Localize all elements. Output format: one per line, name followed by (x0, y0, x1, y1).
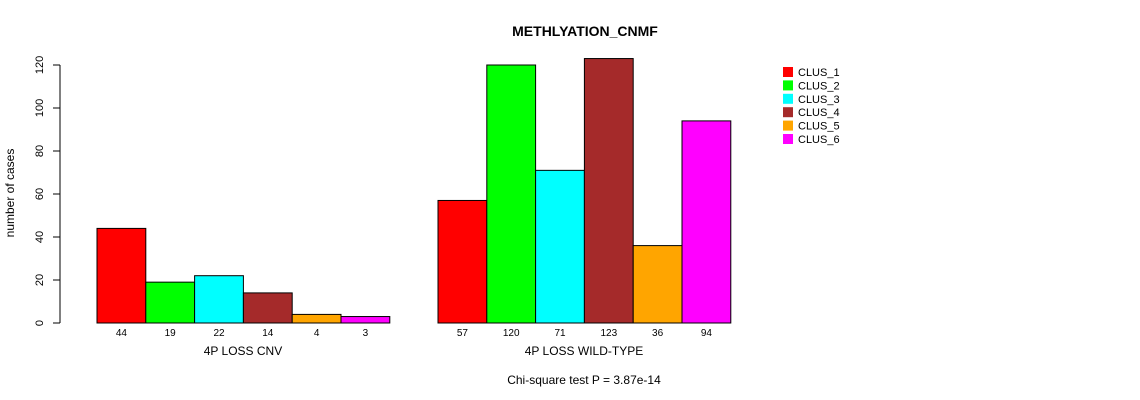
bar-clus-2 (145, 281, 196, 324)
bar-clus-2 (486, 64, 537, 324)
legend-swatch (783, 120, 793, 131)
bar-value-label: 94 (701, 328, 713, 339)
bar-value-label: 14 (262, 328, 274, 339)
y-tick-label: 120 (34, 56, 46, 74)
legend-swatch (783, 67, 793, 77)
bar-value-label: 3 (363, 328, 369, 339)
bar-value-label: 120 (503, 328, 520, 339)
bar-value-label: 44 (116, 328, 128, 339)
y-tick-label: 40 (34, 231, 46, 243)
legend-label: CLUS_6 (798, 134, 840, 146)
bar-value-label: 22 (213, 328, 225, 339)
bar-value-label: 57 (457, 328, 469, 339)
bar-clus-1 (96, 227, 147, 324)
legend-label: CLUS_2 (798, 80, 840, 92)
bars (96, 58, 732, 324)
legend-label: CLUS_4 (798, 107, 840, 119)
chart-title: METHLYATION_CNMF (512, 23, 658, 39)
chi-square-footer: Chi-square test P = 3.87e-14 (507, 373, 661, 387)
bar-clus-4 (583, 58, 634, 324)
group-label-cnv: 4P LOSS CNV (204, 344, 282, 358)
legend-label: CLUS_3 (798, 94, 840, 106)
y-axis: 0 20 40 60 80 100 120 (34, 56, 61, 326)
bar-clus-3 (535, 169, 585, 324)
bar-clus-4 (242, 292, 293, 324)
y-tick-label: 80 (34, 145, 46, 157)
legend-label: CLUS_5 (798, 121, 840, 133)
bar-clus-5 (291, 313, 342, 324)
bar-clus-1 (437, 199, 488, 324)
bar-clus-6 (681, 120, 732, 324)
bar-clus-6 (340, 316, 391, 324)
y-axis-label: number of cases (3, 149, 17, 238)
bar-value-label: 36 (652, 328, 664, 339)
y-tick-label: 0 (34, 320, 46, 326)
legend-label: CLUS_1 (798, 67, 840, 79)
bar-value-labels: 44 19 22 14 4 3 57 120 71 123 36 94 (116, 328, 713, 339)
y-tick-label: 60 (34, 188, 46, 200)
bar-value-label: 4 (314, 328, 320, 339)
bar-clus-3 (194, 275, 244, 324)
bar-value-label: 71 (554, 328, 566, 339)
y-tick-label: 20 (34, 274, 46, 286)
bar-value-label: 19 (165, 328, 177, 339)
legend-swatch (783, 107, 793, 118)
legend-swatch (783, 134, 793, 144)
bar-clus-5 (632, 245, 683, 324)
legend-swatch (783, 80, 793, 91)
legend-swatch (783, 93, 793, 104)
y-tick-label: 100 (34, 99, 46, 117)
group-label-wild-type: 4P LOSS WILD-TYPE (525, 344, 643, 358)
bar-value-label: 123 (600, 328, 617, 339)
